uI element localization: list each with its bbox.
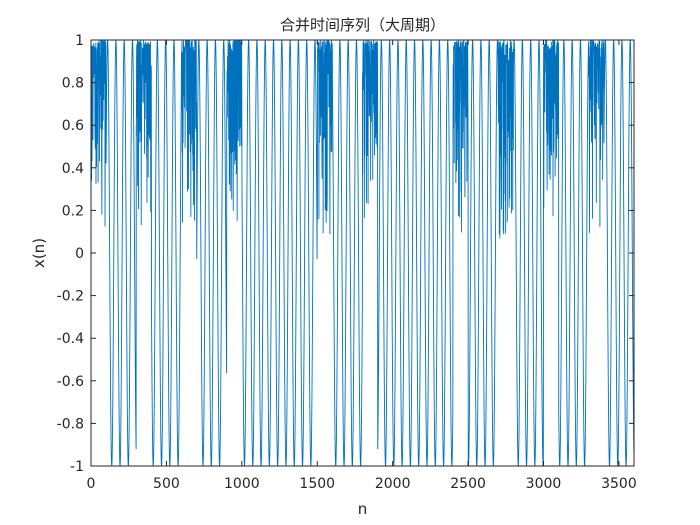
series-line <box>91 40 634 466</box>
x-tick-label: 2500 <box>450 476 486 492</box>
y-axis-title: x(n) <box>30 238 48 268</box>
y-tick-label: 0.8 <box>62 76 84 92</box>
x-tick-label: 3500 <box>601 476 637 492</box>
y-tick-label: -0.6 <box>57 374 84 390</box>
y-tick-label: -1 <box>70 459 84 475</box>
y-tick-label: 1 <box>75 33 84 49</box>
y-tick-label: 0.2 <box>62 203 84 219</box>
x-tick-label: 2000 <box>375 476 411 492</box>
x-tick-label: 500 <box>153 476 180 492</box>
x-tick-label: 0 <box>87 476 96 492</box>
y-tick-label: 0.6 <box>62 118 84 134</box>
x-tick-label: 1500 <box>299 476 335 492</box>
x-tick-label: 1000 <box>224 476 260 492</box>
ticks-layer: 0 500 1000 1500 2000 2500 3000 3500 -1 -0.8 -0.6 -0… <box>57 33 637 492</box>
y-tick-label: -0.2 <box>57 289 84 305</box>
y-tick-label: -0.8 <box>57 416 84 432</box>
chart-title: 合并时间序列（大周期） <box>280 16 445 34</box>
x-tick-label: 3000 <box>526 476 562 492</box>
x-axis-title: n <box>358 500 368 518</box>
y-tick-label: 0 <box>75 246 84 262</box>
y-tick-label: -0.4 <box>57 331 84 347</box>
y-tick-label: 0.4 <box>62 161 84 177</box>
series-layer <box>91 40 634 466</box>
